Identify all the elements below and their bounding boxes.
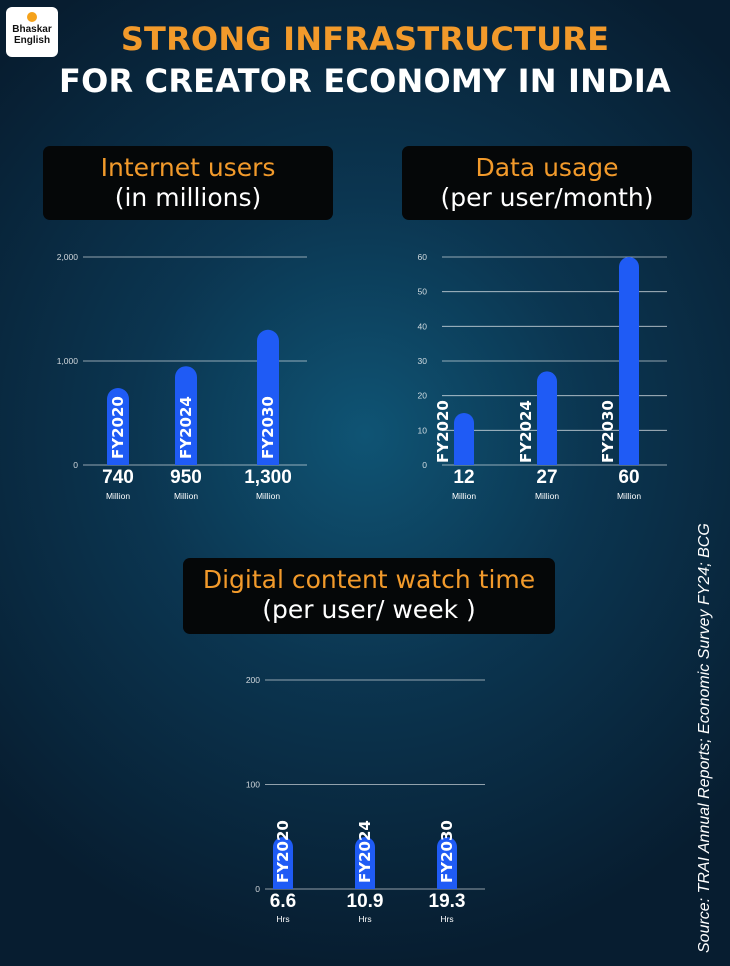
chart1-category-label: FY2024: [177, 396, 195, 459]
chart1-bar: [107, 388, 129, 465]
chart2-value-label: 12: [453, 467, 474, 488]
chart2-title: Data usage: [475, 153, 619, 182]
chart3-ytick-label: 200: [246, 675, 260, 685]
chart1-subtitle: (in millions): [114, 183, 262, 212]
chart2-ytick-label: 20: [418, 391, 428, 401]
chart1-value-label: 740: [102, 467, 134, 488]
chart1-category-label: FY2030: [259, 396, 277, 459]
chart2-ytick-label: 30: [418, 356, 428, 366]
chart1-value-label: 950: [170, 467, 202, 488]
chart2-bar: [537, 371, 557, 465]
chart2-value-label: 27: [536, 467, 557, 488]
chart2-unit-label: Million: [617, 491, 641, 501]
chart3-title-box: Digital content watch time (per user/ we…: [183, 558, 555, 634]
chart3-bar: [437, 837, 457, 889]
chart3-category-label: FY2020: [274, 820, 292, 883]
chart2-unit-label: Million: [535, 491, 559, 501]
chart2-ytick-label: 60: [418, 252, 428, 262]
chart2-category-label: FY2020: [434, 400, 452, 463]
chart2-value-label: 60: [618, 467, 639, 488]
chart3-unit-label: Hrs: [358, 914, 371, 924]
chart3-bar: [273, 837, 293, 889]
chart3-unit-label: Hrs: [440, 914, 453, 924]
chart3-subtitle: (per user/ week ): [262, 595, 476, 624]
source-note: Source: TRAI Annual Reports; Economic Su…: [696, 523, 713, 953]
chart1-ytick-label: 2,000: [57, 252, 79, 262]
chart2-ytick-label: 0: [422, 460, 427, 470]
chart3-category-label: FY2024: [356, 820, 374, 883]
chart1-unit-label: Million: [256, 491, 280, 501]
logo-dot-icon: [27, 12, 37, 22]
logo-line1: Bhaskar: [12, 24, 52, 35]
chart2-unit-label: Million: [452, 491, 476, 501]
chart1-ytick-label: 1,000: [57, 356, 79, 366]
chart1-category-label: FY2020: [109, 396, 127, 459]
chart1-title-box: Internet users (in millions): [43, 146, 333, 220]
chart1-ytick-label: 0: [73, 460, 78, 470]
chart2-bar: [454, 413, 474, 465]
chart2-ytick-label: 40: [418, 321, 428, 331]
chart3-bar: [355, 837, 375, 889]
headline-line2: FOR CREATOR ECONOMY IN INDIA: [59, 62, 671, 100]
chart1-bar: [175, 366, 197, 465]
chart1-unit-label: Million: [106, 491, 130, 501]
chart2-ytick-label: 10: [418, 425, 428, 435]
chart1-unit-label: Million: [174, 491, 198, 501]
logo-line2: English: [13, 35, 51, 46]
chart1-bar: [257, 329, 279, 465]
chart3-title: Digital content watch time: [202, 565, 536, 594]
chart2-title-box: Data usage (per user/month): [402, 146, 692, 220]
chart2-category-label: FY2030: [599, 400, 617, 463]
chart1-title: Internet users: [100, 153, 276, 182]
chart2-subtitle: (per user/month): [440, 183, 654, 212]
chart2-category-label: FY2024: [517, 400, 535, 463]
chart2-ytick-label: 50: [418, 287, 428, 297]
chart3-ytick-label: 0: [255, 884, 260, 894]
headline-line1: STRONG INFRASTRUCTURE: [120, 20, 610, 58]
brand-logo: Bhaskar English: [6, 7, 58, 57]
chart3-unit-label: Hrs: [276, 914, 289, 924]
chart1-value-label: 1,300: [244, 467, 292, 488]
chart3-ytick-label: 100: [246, 780, 260, 790]
chart3-value-label: 19.3: [429, 891, 466, 912]
chart3-value-label: 6.6: [270, 891, 296, 912]
chart3-category-label: FY2030: [438, 820, 456, 883]
chart3-value-label: 10.9: [347, 891, 384, 912]
chart2-bar: [619, 257, 639, 465]
